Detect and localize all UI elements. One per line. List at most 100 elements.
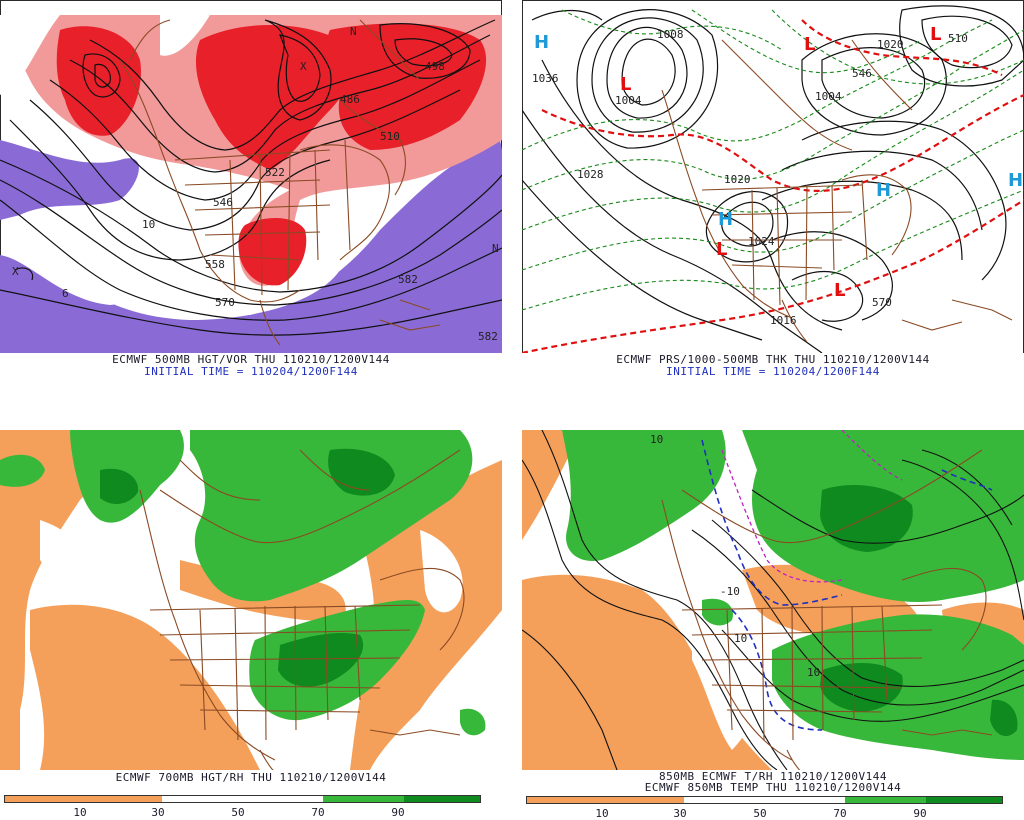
- colorbar-label: 50: [231, 806, 245, 819]
- contour-labels: 10 10 10 -10: [650, 433, 820, 679]
- map-prs-thickness: 1036 1004 1028 1020 1024 1016 1004 1008 …: [522, 5, 1024, 402]
- map-850mb: 10 10 10 -10: [522, 430, 1024, 819]
- colorbar-label: 10: [73, 806, 87, 819]
- vorticity-positive-region: [195, 25, 351, 170]
- contour-label: 582: [478, 330, 498, 343]
- low-pressure-marker: L: [620, 74, 631, 95]
- panel-850mb-t-rh: 10 10 10 -10 850MB ECMWF T/RH 110210/120…: [522, 430, 1024, 820]
- rh-moist-region: [562, 430, 726, 561]
- contour-label: N: [492, 242, 499, 255]
- panel-title: ECMWF PRS/1000-500MB THK THU 110210/1200…: [616, 353, 930, 366]
- low-pressure-marker: L: [834, 280, 845, 301]
- geographic-borders: [661, 449, 993, 781]
- temperature-dashed-line: [721, 430, 903, 583]
- contour-label: 10: [734, 632, 747, 645]
- rh-colorbar: [4, 795, 481, 803]
- contour-label: 6: [62, 287, 69, 300]
- initial-time: INITIAL TIME = 110204/1200F144: [144, 365, 358, 378]
- panel-title: 850MB ECMWF T/RH 110210/1200V144: [659, 770, 887, 783]
- isobars: [522, 5, 1024, 354]
- thickness-546-line: [522, 19, 1024, 355]
- low-pressure-marker: L: [716, 239, 727, 260]
- contour-label: 558: [205, 258, 225, 271]
- colorbar-label: 10: [595, 807, 609, 820]
- colorbar-label: 70: [833, 807, 847, 820]
- contour-label: 1016: [770, 314, 797, 327]
- colorbar-label: 30: [673, 807, 687, 820]
- rh-moist-region: [820, 485, 913, 552]
- map-500mb: 558 570 582 582 546 522 510 486 498 10 6…: [0, 15, 502, 402]
- colorbar-label: 90: [913, 807, 927, 820]
- rh-dry-region: [0, 430, 130, 770]
- rh-moist-region: [190, 430, 473, 602]
- panel-title: ECMWF 500MB HGT/VOR THU 110210/1200V144: [112, 353, 390, 366]
- vorticity-negative-region: [0, 140, 502, 353]
- rh-dry-region: [30, 604, 260, 770]
- high-pressure-marker: H: [1008, 170, 1023, 191]
- map-700mb: [0, 430, 502, 819]
- contour-label: 486: [340, 93, 360, 106]
- contour-label: 10: [142, 218, 155, 231]
- low-pressure-marker: L: [930, 24, 941, 45]
- contour-label: 1004: [615, 94, 642, 107]
- rh-moist-region: [328, 448, 395, 496]
- contour-label: 10: [650, 433, 663, 446]
- geographic-borders: [119, 19, 441, 346]
- contour-label: X: [12, 265, 19, 278]
- contour-label: 582: [398, 273, 418, 286]
- panel-title: ECMWF 700MB HGT/RH THU 110210/1200V144: [115, 771, 387, 784]
- contour-label: 510: [948, 32, 968, 45]
- contour-label: 1020: [724, 173, 751, 186]
- panel-700mb-hgt-rh: ECMWF 700MB HGT/RH THU 110210/1200V144 1…: [0, 430, 502, 819]
- rh-dry-region: [522, 574, 772, 770]
- thickness-contours: [522, 9, 1024, 311]
- colorbar-label: 50: [753, 807, 767, 820]
- contour-label: 1020: [877, 38, 904, 51]
- rh-moist-region: [990, 699, 1018, 737]
- low-pressure-marker: L: [804, 34, 815, 55]
- high-pressure-marker: H: [718, 209, 733, 230]
- contour-label: 510: [380, 130, 400, 143]
- contour-label: -10: [720, 585, 740, 598]
- contour-label: 546: [852, 67, 872, 80]
- panel-500mb-hgt-vor: 558 570 582 582 546 522 510 486 498 10 6…: [0, 0, 502, 402]
- contour-label: N: [350, 25, 357, 38]
- contour-labels: 1036 1004 1028 1020 1024 1016 1004 1008 …: [532, 28, 968, 327]
- vorticity-negative-region: [0, 140, 139, 220]
- rh-moist-region: [702, 598, 733, 626]
- panel-prs-thickness: 1036 1004 1028 1020 1024 1016 1004 1008 …: [522, 0, 1024, 402]
- contour-label: 1028: [577, 168, 604, 181]
- contour-label: 498: [425, 60, 445, 73]
- contour-label: 10: [807, 666, 820, 679]
- contour-label: 546: [213, 196, 233, 209]
- rh-moist-region: [100, 468, 139, 504]
- rh-moist-region: [278, 633, 364, 687]
- pressure-centers: H H H H L L L L L: [534, 24, 1023, 301]
- rh-dry-region: [522, 430, 582, 540]
- geographic-borders: [139, 449, 465, 781]
- vorticity-positive-region: [327, 23, 487, 150]
- contour-label: 1004: [815, 90, 842, 103]
- geographic-borders: [661, 39, 1013, 343]
- rh-dry-region: [742, 564, 917, 635]
- contour-labels: 558 570 582 582 546 522 510 486 498 10 6…: [12, 25, 499, 343]
- contour-label: X: [300, 60, 307, 73]
- rh-moist-region: [460, 708, 486, 736]
- rh-moist-region: [0, 454, 45, 487]
- colorbar-label: 90: [391, 806, 405, 819]
- vorticity-positive-region: [56, 26, 141, 136]
- contour-label: 522: [265, 166, 285, 179]
- colorbar-label: 30: [151, 806, 165, 819]
- contour-label: 570: [872, 296, 892, 309]
- rh-colorbar: [526, 796, 1003, 804]
- high-pressure-marker: H: [534, 32, 549, 53]
- height-contours: [0, 19, 502, 336]
- contour-label: 1036: [532, 72, 559, 85]
- initial-time: INITIAL TIME = 110204/1200F144: [666, 365, 880, 378]
- contour-label: 1008: [657, 28, 684, 41]
- panel-subtitle: ECMWF 850MB TEMP THU 110210/1200V144: [644, 781, 902, 794]
- colorbar-label: 70: [311, 806, 325, 819]
- temperature-contours: [522, 430, 1024, 771]
- contour-label: 570: [215, 296, 235, 309]
- high-pressure-marker: H: [876, 180, 891, 201]
